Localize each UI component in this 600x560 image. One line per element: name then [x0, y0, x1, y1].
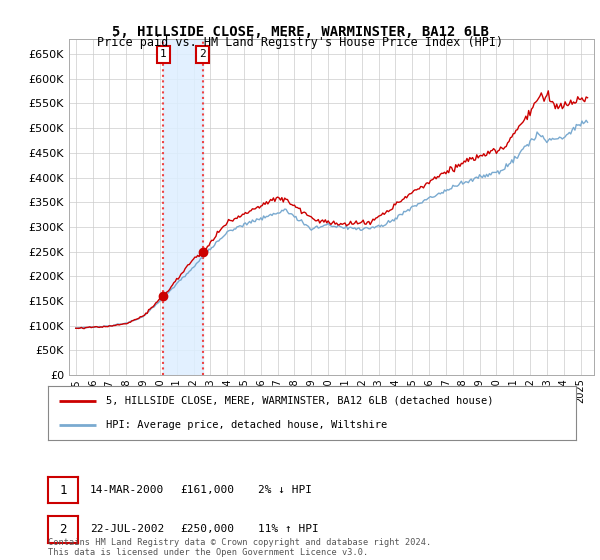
Text: 14-MAR-2000: 14-MAR-2000 [90, 485, 164, 495]
Text: 5, HILLSIDE CLOSE, MERE, WARMINSTER, BA12 6LB: 5, HILLSIDE CLOSE, MERE, WARMINSTER, BA1… [112, 25, 488, 39]
Bar [163, 39, 203, 375]
Text: HPI: Average price, detached house, Wiltshire: HPI: Average price, detached house, Wilt… [106, 420, 388, 430]
Text: 2% ↓ HPI: 2% ↓ HPI [258, 485, 312, 495]
Text: 5, HILLSIDE CLOSE, MERE, WARMINSTER, BA12 6LB (detached house): 5, HILLSIDE CLOSE, MERE, WARMINSTER, BA1… [106, 396, 494, 406]
Text: 22-JUL-2002: 22-JUL-2002 [90, 524, 164, 534]
Text: Price paid vs. HM Land Registry's House Price Index (HPI): Price paid vs. HM Land Registry's House … [97, 36, 503, 49]
Text: 2: 2 [59, 522, 67, 536]
Text: 2: 2 [199, 49, 206, 59]
Text: £161,000: £161,000 [180, 485, 234, 495]
Text: £250,000: £250,000 [180, 524, 234, 534]
Text: Contains HM Land Registry data © Crown copyright and database right 2024.
This d: Contains HM Land Registry data © Crown c… [48, 538, 431, 557]
Text: 1: 1 [160, 49, 167, 59]
Text: 11% ↑ HPI: 11% ↑ HPI [258, 524, 319, 534]
Text: 1: 1 [59, 483, 67, 497]
